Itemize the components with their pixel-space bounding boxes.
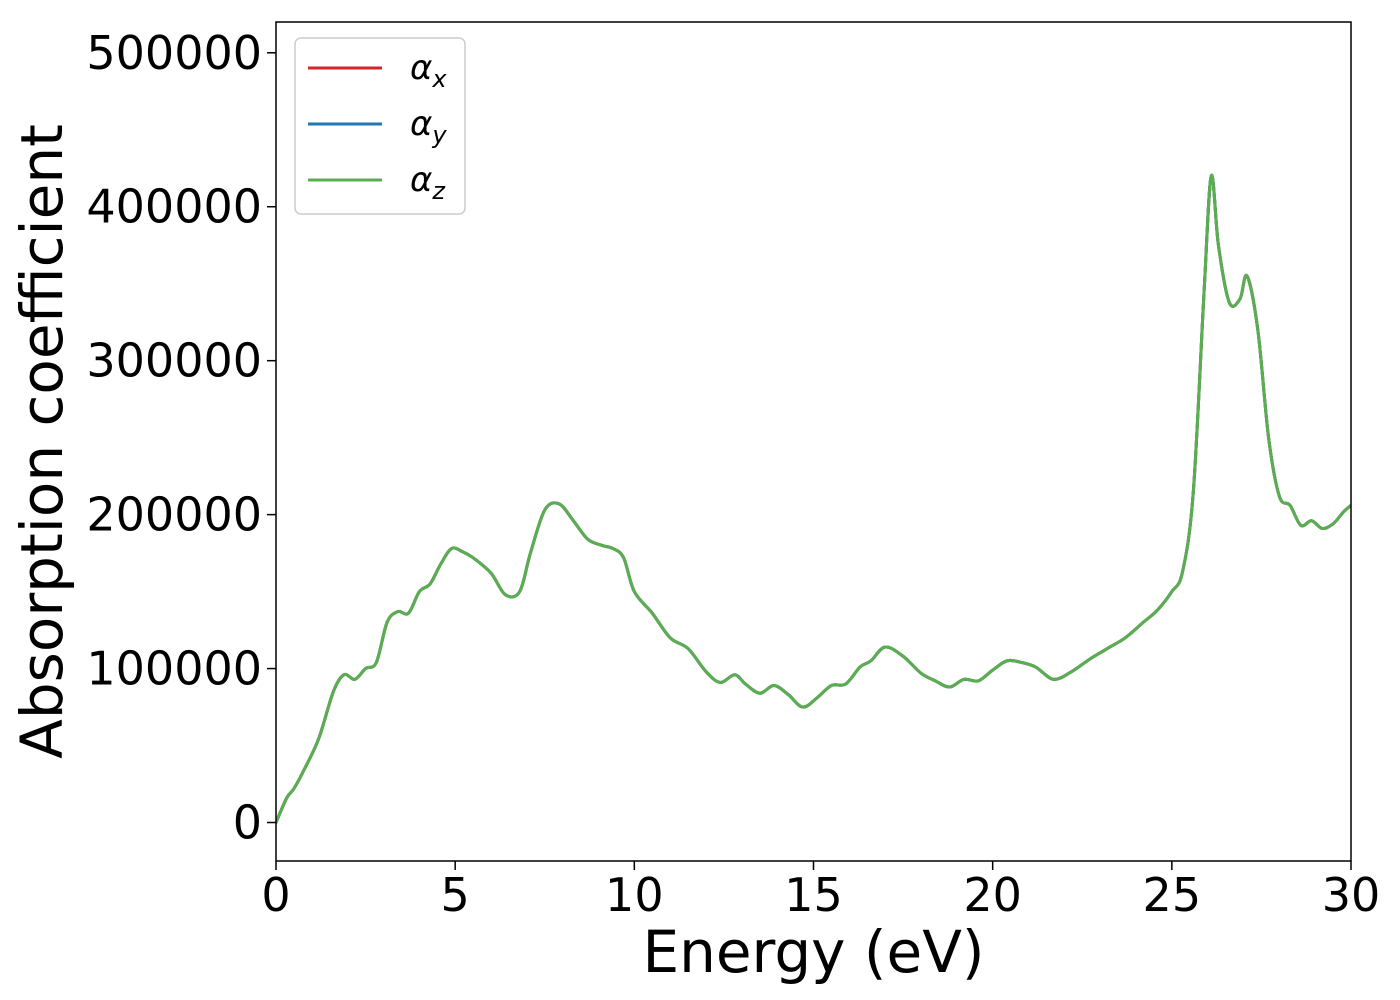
x-tick-label: 10 (605, 868, 664, 922)
legend: αx αy αz (294, 37, 466, 215)
y-tick-label: 200000 (86, 488, 262, 542)
y-tick-label: 400000 (86, 180, 262, 234)
series-line-2 (276, 173, 1351, 825)
y-tick-label: 500000 (86, 26, 262, 80)
y-tick-label: 0 (233, 796, 262, 850)
legend-box (294, 37, 466, 215)
series-line-3 (276, 173, 1351, 825)
y-tick-label: 100000 (86, 642, 262, 696)
legend-label-x: αx (410, 48, 447, 93)
y-axis-title: Absorption coefficient (8, 124, 76, 759)
legend-label-z: αz (410, 160, 446, 205)
x-tick-label: 30 (1322, 868, 1381, 922)
x-axis-title: Energy (eV) (642, 918, 984, 986)
x-tick-label: 5 (441, 868, 470, 922)
x-axis-ticks: 0 5 10 15 20 25 30 (261, 861, 1380, 922)
y-axis-ticks: 0 100000 200000 300000 400000 500000 (86, 26, 276, 850)
x-tick-label: 0 (261, 868, 290, 922)
x-tick-label: 15 (784, 868, 843, 922)
series-line-1 (276, 173, 1351, 825)
x-tick-label: 25 (1143, 868, 1202, 922)
legend-label-y: αy (410, 104, 447, 149)
plot-area (276, 173, 1351, 825)
x-tick-label: 20 (963, 868, 1022, 922)
y-tick-label: 300000 (86, 334, 262, 388)
